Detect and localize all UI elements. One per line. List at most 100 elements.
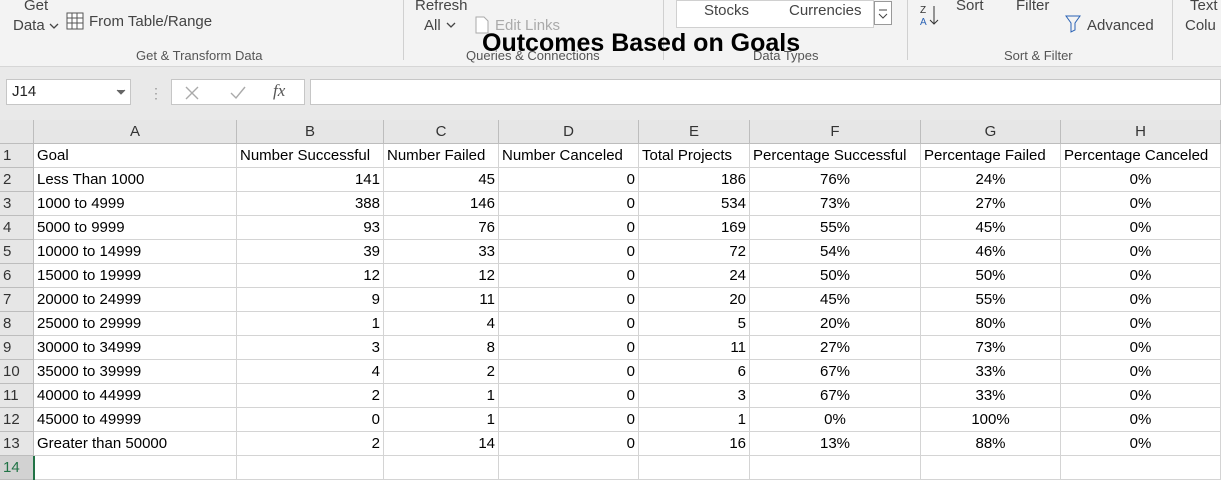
- cell[interactable]: 534: [639, 192, 750, 216]
- row-header[interactable]: 14: [0, 456, 34, 480]
- column-header[interactable]: D: [499, 120, 639, 144]
- refresh-button[interactable]: All: [424, 17, 441, 34]
- sort-button[interactable]: Sort: [956, 0, 984, 14]
- cell[interactable]: Total Projects: [639, 144, 750, 168]
- cell[interactable]: 14: [384, 432, 499, 456]
- cell[interactable]: 50%: [921, 264, 1061, 288]
- cell[interactable]: 72: [639, 240, 750, 264]
- cell[interactable]: Percentage Successful: [750, 144, 921, 168]
- cell[interactable]: 0: [499, 360, 639, 384]
- cell[interactable]: 186: [639, 168, 750, 192]
- cell[interactable]: 27%: [921, 192, 1061, 216]
- cell[interactable]: 76%: [750, 168, 921, 192]
- cell[interactable]: 25000 to 29999: [34, 312, 237, 336]
- cell[interactable]: 0%: [1061, 168, 1221, 192]
- name-box-text[interactable]: J14: [12, 83, 37, 100]
- cell[interactable]: Less Than 1000: [34, 168, 237, 192]
- row-header[interactable]: 2: [0, 168, 34, 192]
- currencies-button[interactable]: Currencies: [789, 2, 862, 19]
- cell[interactable]: 9: [237, 288, 384, 312]
- cell[interactable]: 11: [639, 336, 750, 360]
- cancel-button[interactable]: [184, 85, 200, 101]
- cell[interactable]: 0%: [1061, 432, 1221, 456]
- row-header[interactable]: 3: [0, 192, 34, 216]
- cell[interactable]: 0%: [1061, 240, 1221, 264]
- cell[interactable]: 80%: [921, 312, 1061, 336]
- filter-button[interactable]: Filter: [1016, 0, 1050, 14]
- row-header[interactable]: 5: [0, 240, 34, 264]
- cell[interactable]: [34, 456, 237, 480]
- column-header[interactable]: B: [237, 120, 384, 144]
- column-header[interactable]: G: [921, 120, 1061, 144]
- cell[interactable]: 35000 to 39999: [34, 360, 237, 384]
- cell[interactable]: 12: [384, 264, 499, 288]
- cell[interactable]: 24: [639, 264, 750, 288]
- edit-links-button[interactable]: Edit Links: [495, 17, 561, 34]
- gallery-more[interactable]: [874, 1, 892, 25]
- cell[interactable]: 54%: [750, 240, 921, 264]
- cell[interactable]: 11: [384, 288, 499, 312]
- cell[interactable]: 100%: [921, 408, 1061, 432]
- cell[interactable]: 67%: [750, 360, 921, 384]
- column-header[interactable]: F: [750, 120, 921, 144]
- cell[interactable]: 40000 to 44999: [34, 384, 237, 408]
- cell[interactable]: 141: [237, 168, 384, 192]
- cell[interactable]: 0: [499, 216, 639, 240]
- cell[interactable]: 0: [237, 408, 384, 432]
- row-header[interactable]: 1: [0, 144, 34, 168]
- cell[interactable]: Greater than 50000: [34, 432, 237, 456]
- cell[interactable]: 3: [237, 336, 384, 360]
- cell[interactable]: [921, 456, 1061, 480]
- column-header[interactable]: C: [384, 120, 499, 144]
- cell[interactable]: 45%: [750, 288, 921, 312]
- cell[interactable]: 0: [499, 264, 639, 288]
- cell[interactable]: 13%: [750, 432, 921, 456]
- cell[interactable]: 8: [384, 336, 499, 360]
- cell[interactable]: 0: [499, 312, 639, 336]
- cell[interactable]: 33: [384, 240, 499, 264]
- cell[interactable]: 4: [237, 360, 384, 384]
- cell[interactable]: 55%: [921, 288, 1061, 312]
- cell[interactable]: 0: [499, 384, 639, 408]
- advanced-button[interactable]: Advanced: [1087, 17, 1154, 34]
- cell[interactable]: 0%: [1061, 360, 1221, 384]
- row-header[interactable]: 10: [0, 360, 34, 384]
- cell[interactable]: [750, 456, 921, 480]
- cell[interactable]: 0: [499, 432, 639, 456]
- cell[interactable]: 45000 to 49999: [34, 408, 237, 432]
- cell[interactable]: 20%: [750, 312, 921, 336]
- sort-az-icon[interactable]: ZA: [918, 4, 944, 28]
- cell[interactable]: [499, 456, 639, 480]
- column-header[interactable]: E: [639, 120, 750, 144]
- cell[interactable]: 93: [237, 216, 384, 240]
- cell[interactable]: 0%: [750, 408, 921, 432]
- cell[interactable]: [639, 456, 750, 480]
- cell[interactable]: 20: [639, 288, 750, 312]
- cell[interactable]: 2: [384, 360, 499, 384]
- cell[interactable]: 0%: [1061, 216, 1221, 240]
- cell[interactable]: 5000 to 9999: [34, 216, 237, 240]
- text-to-columns-button[interactable]: Colu: [1185, 17, 1216, 34]
- cell[interactable]: [237, 456, 384, 480]
- cell[interactable]: [384, 456, 499, 480]
- cell[interactable]: 1: [384, 384, 499, 408]
- cell[interactable]: 1: [237, 312, 384, 336]
- cell[interactable]: Percentage Failed: [921, 144, 1061, 168]
- cell[interactable]: 4: [384, 312, 499, 336]
- name-box[interactable]: [6, 79, 131, 105]
- get-data-button[interactable]: Get: [24, 0, 49, 14]
- cell[interactable]: 0%: [1061, 312, 1221, 336]
- cell[interactable]: 0: [499, 336, 639, 360]
- cell[interactable]: 2: [237, 432, 384, 456]
- cell[interactable]: Percentage Canceled: [1061, 144, 1221, 168]
- cell[interactable]: 2: [237, 384, 384, 408]
- cell[interactable]: 67%: [750, 384, 921, 408]
- cell[interactable]: 169: [639, 216, 750, 240]
- cell[interactable]: 12: [237, 264, 384, 288]
- refresh-button[interactable]: Refresh: [415, 0, 468, 14]
- cell[interactable]: 20000 to 24999: [34, 288, 237, 312]
- insert-function-button[interactable]: fx: [273, 81, 286, 100]
- cell[interactable]: 0%: [1061, 384, 1221, 408]
- text-to-columns-button[interactable]: Text: [1190, 0, 1218, 14]
- cell[interactable]: 39: [237, 240, 384, 264]
